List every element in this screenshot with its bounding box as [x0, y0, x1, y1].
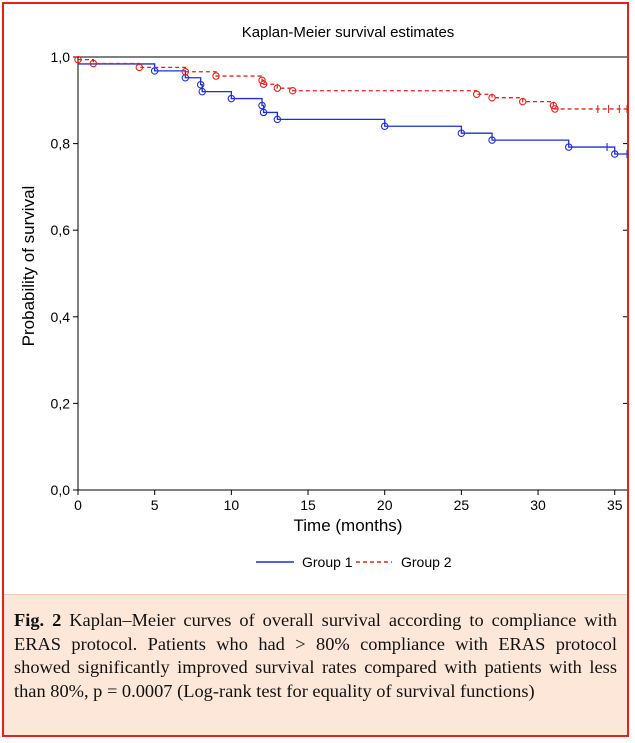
figure-frame: Kaplan-Meier survival estimates Probabil…: [2, 2, 629, 737]
series-1-event-marker: [488, 136, 496, 144]
series-1-event-marker: [227, 94, 236, 103]
series-1-event-marker: [380, 122, 389, 131]
series-2-line: [78, 58, 627, 110]
x-tick-label: 20: [377, 497, 393, 513]
caption-label: Fig. 2: [14, 610, 62, 630]
km-chart: Kaplan-Meier survival estimates Probabil…: [19, 24, 628, 570]
series-2-event-marker: [472, 90, 481, 98]
series-2-event-marker: [518, 97, 527, 106]
series-layer: [74, 55, 628, 158]
figure-caption: Fig. 2 Kaplan–Meier curves of overall su…: [4, 594, 627, 735]
y-tick-label: 0,2: [51, 395, 71, 411]
series-1-event-marker: [196, 80, 205, 89]
series-1-event-marker: [273, 115, 282, 124]
x-tick-label: 15: [300, 497, 316, 513]
series-2-event-marker: [74, 55, 82, 64]
series-2-event-marker: [89, 59, 98, 68]
series-2-event-marker: [288, 87, 297, 95]
series-2-event-marker: [212, 72, 220, 80]
series-2-event-marker: [258, 76, 266, 85]
chart-title: Kaplan-Meier survival estimates: [242, 24, 455, 41]
series-2-event-marker: [181, 67, 190, 76]
series-2-event-marker: [551, 105, 559, 113]
x-tick-label: 10: [224, 497, 240, 513]
series-2-event-marker: [549, 101, 558, 110]
series-1-event-marker: [610, 150, 619, 158]
x-axis-label: Time (months): [294, 516, 403, 535]
series-1-event-marker: [457, 129, 466, 137]
legend-label-group-1: Group 1: [302, 554, 353, 570]
x-tick-label: 5: [151, 497, 159, 513]
y-tick-label: 0,6: [51, 222, 71, 238]
x-tick-label: 25: [454, 497, 470, 513]
y-tick-label: 0,4: [51, 309, 71, 325]
series-1-line: [78, 63, 627, 155]
legend: Group 1 Group 2: [256, 554, 452, 570]
y-tick-label: 1,0: [51, 49, 71, 65]
series-1-event-marker: [258, 101, 266, 110]
series-1-event-marker: [564, 143, 573, 151]
series-2-event-marker: [259, 80, 268, 89]
y-axis-label: Probability of survival: [19, 186, 38, 347]
series-1-event-marker: [198, 87, 206, 96]
x-tick-label: 0: [74, 497, 82, 513]
x-tick-label: 35: [607, 497, 623, 513]
y-tick-label: 0,0: [51, 482, 71, 498]
series-2-event-marker: [135, 63, 144, 72]
legend-label-group-2: Group 2: [401, 554, 452, 570]
axes-layer: 0,0 0,2 0,4 0,6 0,8 1,0 0 5 10 15 20 25 30 35: [51, 49, 627, 513]
series-1-event-marker: [259, 108, 268, 117]
series-2-event-marker: [273, 84, 282, 92]
y-tick-label: 0,8: [51, 136, 71, 152]
x-tick-label: 30: [530, 497, 546, 513]
caption-text: Kaplan–Meier curves of overall survival …: [14, 610, 617, 701]
chart-area: Kaplan-Meier survival estimates Probabil…: [4, 4, 631, 594]
series-2-event-marker: [488, 93, 496, 102]
